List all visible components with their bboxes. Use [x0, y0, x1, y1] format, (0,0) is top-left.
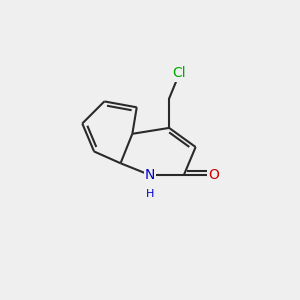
Text: H: H: [146, 189, 154, 199]
Text: N: N: [145, 168, 155, 182]
Text: Cl: Cl: [172, 66, 186, 80]
Text: O: O: [208, 168, 219, 182]
